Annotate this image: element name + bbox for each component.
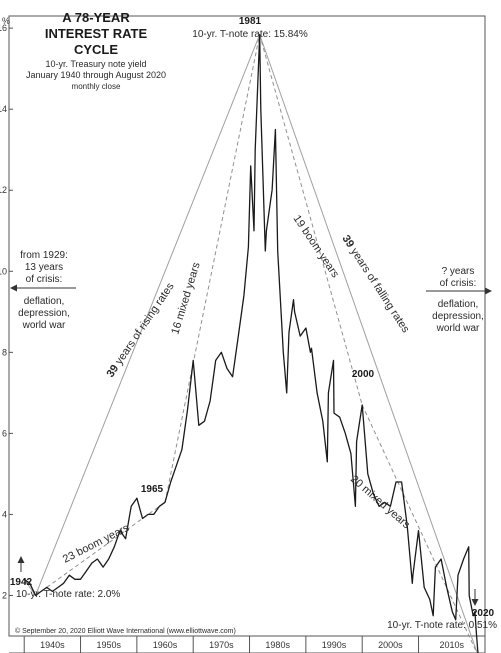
y-axis-unit: % xyxy=(2,16,10,26)
x-axis-decades: 1940s 1950s 1960s 1970s 1980s 1990s 2000s 2010s xyxy=(9,636,486,653)
right-crisis-line-2: of crisis: xyxy=(440,278,477,289)
up-arrow-icon xyxy=(17,556,25,572)
right-crisis-line-4: depression, xyxy=(432,311,484,322)
chart-subtitle-line-3: monthly close xyxy=(72,82,121,91)
rising-years-text: years of rising rates xyxy=(111,280,177,369)
cycle-guides xyxy=(23,34,478,653)
left-arrow-icon xyxy=(10,284,76,292)
chart-title-line-1: A 78-YEAR xyxy=(62,10,130,25)
decade-label: 1950s xyxy=(96,640,121,650)
decade-label: 1990s xyxy=(322,640,347,650)
y-tick-label: 10 xyxy=(0,266,7,276)
year-2000-label: 2000 xyxy=(352,369,375,380)
end-rate-label: 10-yr. T-note rate: 0.51% xyxy=(387,620,497,631)
decade-label: 1940s xyxy=(40,640,65,650)
y-tick-label: 16 xyxy=(0,23,7,33)
y-axis-ticks: 2 4 6 8 10 12 14 16 xyxy=(0,23,13,600)
rising-triangle-edge xyxy=(35,34,261,596)
decade-label: 1970s xyxy=(209,640,234,650)
y-tick-label: 2 xyxy=(2,590,7,600)
mixed-16-label: 16 mixed years xyxy=(169,261,202,336)
copyright-note: © September 20, 2020 Elliott Wave Intern… xyxy=(15,627,236,635)
rising-years-number: 39 xyxy=(105,363,122,380)
yield-series-line xyxy=(23,33,479,653)
y-tick-label: 12 xyxy=(0,185,7,195)
right-arrow-icon xyxy=(426,287,492,295)
mixed-20-label: 20 mixed years xyxy=(348,473,413,531)
chart-subtitle-line-1: 10-yr. Treasury note yield xyxy=(45,59,146,69)
right-crisis-line-5: world war xyxy=(436,323,480,334)
y-tick-label: 8 xyxy=(2,347,7,357)
right-crisis-line-1: ? years xyxy=(442,266,475,277)
peak-rate-label: 10-yr. T-note rate: 15.84% xyxy=(192,29,308,40)
peak-year-label: 1981 xyxy=(239,16,262,27)
falling-years-text: years of falling rates xyxy=(346,243,412,335)
left-crisis-line-2: 13 years xyxy=(25,262,63,273)
decade-label: 2000s xyxy=(378,640,403,650)
falling-rates-label: 39 years of falling rates xyxy=(339,233,411,335)
chart-subtitle-line-2: January 1940 through August 2020 xyxy=(26,70,166,80)
left-crisis-line-6: world war xyxy=(22,320,66,331)
year-1965-label: 1965 xyxy=(141,484,164,495)
chart-title-line-3: CYCLE xyxy=(74,42,118,57)
y-tick-label: 14 xyxy=(0,104,7,114)
left-crisis-line-3: of crisis: xyxy=(26,274,63,285)
low-rate-label: 10-yr. T-note rate: 2.0% xyxy=(16,589,120,600)
right-crisis-line-3: deflation, xyxy=(438,299,479,310)
decade-label: 2010s xyxy=(439,640,464,650)
left-crisis-line-5: depression, xyxy=(18,308,70,319)
falling-triangle-edge xyxy=(259,34,478,653)
y-tick-label: 4 xyxy=(2,509,7,519)
low-year-label: 1942 xyxy=(10,577,33,588)
end-year-label: 2020 xyxy=(472,608,495,619)
chart-title-line-2: INTEREST RATE xyxy=(45,26,148,41)
down-arrow-icon xyxy=(471,589,479,606)
dashed-2000-2020 xyxy=(361,404,478,653)
plot-frame xyxy=(8,15,486,637)
left-crisis-line-4: deflation, xyxy=(24,296,65,307)
dashed-1965-1981 xyxy=(164,34,261,503)
decade-label: 1980s xyxy=(265,640,290,650)
falling-years-number: 39 xyxy=(339,233,356,250)
left-crisis-line-1: from 1929: xyxy=(20,250,68,261)
y-tick-label: 6 xyxy=(2,428,7,438)
decade-label: 1960s xyxy=(153,640,178,650)
dashed-1981-2000 xyxy=(259,34,363,406)
rising-rates-label: 39 years of rising rates xyxy=(105,280,177,379)
